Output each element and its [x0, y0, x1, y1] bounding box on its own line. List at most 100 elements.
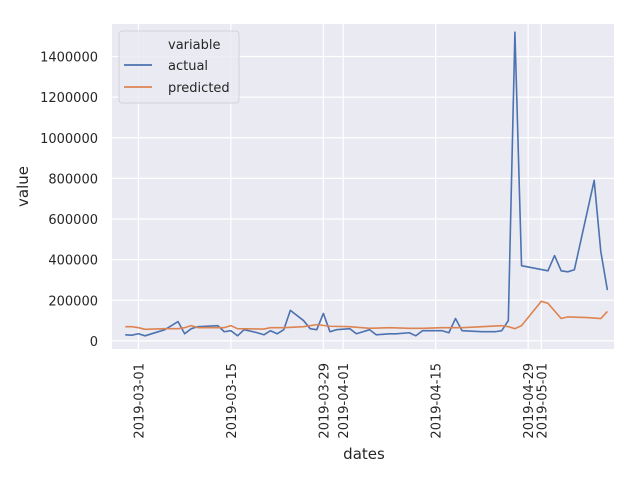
data-point-predicted [236, 327, 239, 330]
data-point-predicted [315, 323, 318, 326]
data-point-actual [388, 332, 391, 335]
data-point-actual [322, 312, 325, 315]
legend-box [118, 30, 240, 104]
data-point-actual [263, 333, 266, 336]
data-point-actual [553, 254, 556, 257]
data-point-actual [329, 330, 332, 333]
data-point-predicted [329, 325, 332, 328]
data-point-predicted [507, 325, 510, 328]
data-point-predicted [547, 302, 550, 305]
data-point-actual [375, 333, 378, 336]
data-point-predicted [520, 324, 523, 327]
x-tick-label: 2019-05-01 [535, 363, 550, 439]
data-point-predicted [124, 325, 127, 328]
data-point-actual [573, 268, 576, 271]
data-point-predicted [183, 326, 186, 329]
data-point-actual [520, 264, 523, 267]
data-point-actual [481, 330, 484, 333]
data-point-predicted [348, 325, 351, 328]
data-point-actual [269, 329, 272, 332]
data-point-predicted [461, 326, 464, 329]
data-point-actual [566, 271, 569, 274]
y-tick-label: 1200000 [40, 91, 98, 106]
data-point-actual [421, 329, 424, 332]
data-point-predicted [441, 326, 444, 329]
data-point-predicted [263, 328, 266, 331]
data-point-actual [302, 319, 305, 322]
data-point-actual [276, 332, 279, 335]
data-point-actual [441, 329, 444, 332]
data-point-actual [223, 330, 226, 333]
data-point-predicted [131, 325, 134, 328]
data-point-predicted [137, 326, 140, 329]
data-point-predicted [606, 310, 609, 313]
data-point-actual [236, 334, 239, 337]
data-point-actual [500, 329, 503, 332]
y-tick-label: 0 [90, 335, 98, 350]
y-tick-label: 400000 [48, 254, 98, 269]
data-point-actual [230, 329, 233, 332]
data-point-actual [177, 320, 180, 323]
x-tick-label: 2019-03-29 [317, 363, 332, 439]
legend-label-actual: actual [168, 59, 208, 74]
data-point-predicted [586, 316, 589, 319]
data-point-actual [395, 332, 398, 335]
data-point-actual [315, 328, 318, 331]
data-point-actual [144, 334, 147, 337]
legend-title: variable [168, 38, 220, 53]
data-point-actual [183, 332, 186, 335]
series-line-predicted [125, 300, 608, 331]
data-point-actual [256, 331, 259, 334]
x-tick-label: 2019-04-01 [337, 363, 352, 439]
data-point-actual [335, 328, 338, 331]
data-point-predicted [282, 326, 285, 329]
x-tick-label: 2019-04-15 [430, 363, 445, 439]
data-point-actual [514, 31, 517, 34]
y-tick-label: 800000 [48, 172, 98, 187]
y-tick-label: 600000 [48, 213, 98, 228]
y-tick-label: 1000000 [40, 132, 98, 147]
data-point-predicted [599, 317, 602, 320]
data-point-actual [599, 250, 602, 253]
data-point-actual [494, 330, 497, 333]
data-point-predicted [269, 326, 272, 329]
data-point-predicted [500, 324, 503, 327]
data-point-predicted [144, 328, 147, 331]
data-point-actual [461, 329, 464, 332]
data-point-actual [289, 309, 292, 312]
data-point-actual [190, 327, 193, 330]
data-point-actual [309, 327, 312, 330]
data-point-predicted [560, 317, 563, 320]
data-point-actual [124, 333, 127, 336]
data-point-actual [131, 334, 134, 337]
data-point-actual [606, 289, 609, 292]
data-point-actual [355, 332, 358, 335]
data-point-actual [448, 331, 451, 334]
data-point-actual [415, 334, 418, 337]
data-point-predicted [368, 327, 371, 330]
x-tick-label: 2019-03-15 [225, 363, 240, 439]
data-point-predicted [408, 327, 411, 330]
data-point-predicted [540, 300, 543, 303]
data-point-predicted [230, 324, 233, 327]
data-point-predicted [197, 326, 200, 329]
x-axis-label: dates [343, 445, 385, 463]
x-tick-label: 2019-04-29 [522, 363, 537, 439]
data-point-predicted [190, 324, 193, 327]
y-axis-label: value [14, 166, 32, 207]
data-point-predicted [177, 327, 180, 330]
data-point-predicted [223, 326, 226, 329]
data-point-predicted [566, 316, 569, 319]
data-point-predicted [388, 326, 391, 329]
data-point-predicted [514, 327, 517, 330]
y-tick-label: 200000 [48, 294, 98, 309]
series-line-actual [125, 31, 609, 337]
data-point-actual [454, 317, 457, 320]
data-point-predicted [164, 327, 167, 330]
legend-label-predicted: predicted [168, 81, 230, 96]
data-point-predicted [481, 325, 484, 328]
x-tick-label: 2019-03-01 [132, 363, 147, 439]
data-point-actual [593, 179, 596, 182]
